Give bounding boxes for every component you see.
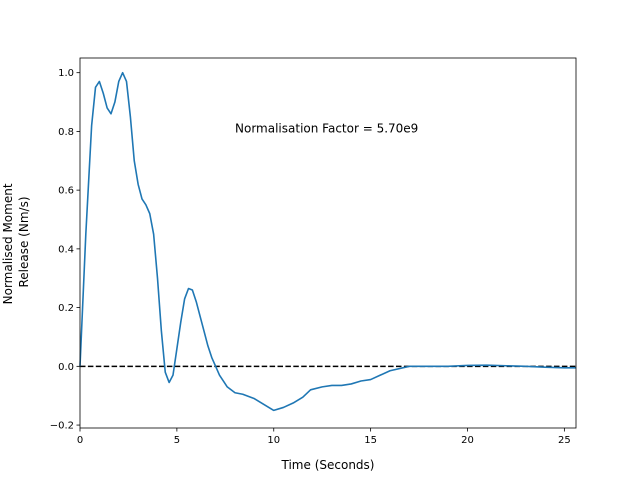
y-tick-label: 0.0: [58, 362, 74, 373]
x-tick-label: 15: [364, 435, 377, 446]
series-line-0: [79, 71, 576, 412]
y-tick-label: 0.8: [58, 127, 74, 138]
x-tick-label: 0: [77, 435, 83, 446]
axes-frame: [79, 57, 577, 429]
y-tick-label: 0.4: [58, 244, 74, 255]
y-tick-label: 1.0: [58, 68, 74, 79]
x-tick-label: 10: [267, 435, 280, 446]
x-tick-label: 20: [461, 435, 474, 446]
x-tick-label: 25: [558, 435, 571, 446]
axis-ticks: 0 5 10 15 20 25 −0.2 0.0 0.2 0.4 0.6 0.8 1.0: [50, 68, 571, 446]
annotation-text: Normalisation Factor = 5.70e9: [235, 121, 418, 135]
x-axis-label: Time (Seconds): [281, 458, 375, 472]
y-tick-label: 0.2: [58, 303, 74, 314]
y-tick-label: −0.2: [50, 421, 74, 432]
plot-area: [79, 57, 577, 429]
y-tick-label: 0.6: [58, 186, 74, 197]
y-axis-label-line-2: Release (Nm/s): [17, 196, 31, 287]
x-tick-label: 5: [174, 435, 180, 446]
y-axis-label: Normalised Moment Release (Nm/s): [1, 180, 31, 305]
y-axis-label-line-1: Normalised Moment: [1, 183, 15, 304]
